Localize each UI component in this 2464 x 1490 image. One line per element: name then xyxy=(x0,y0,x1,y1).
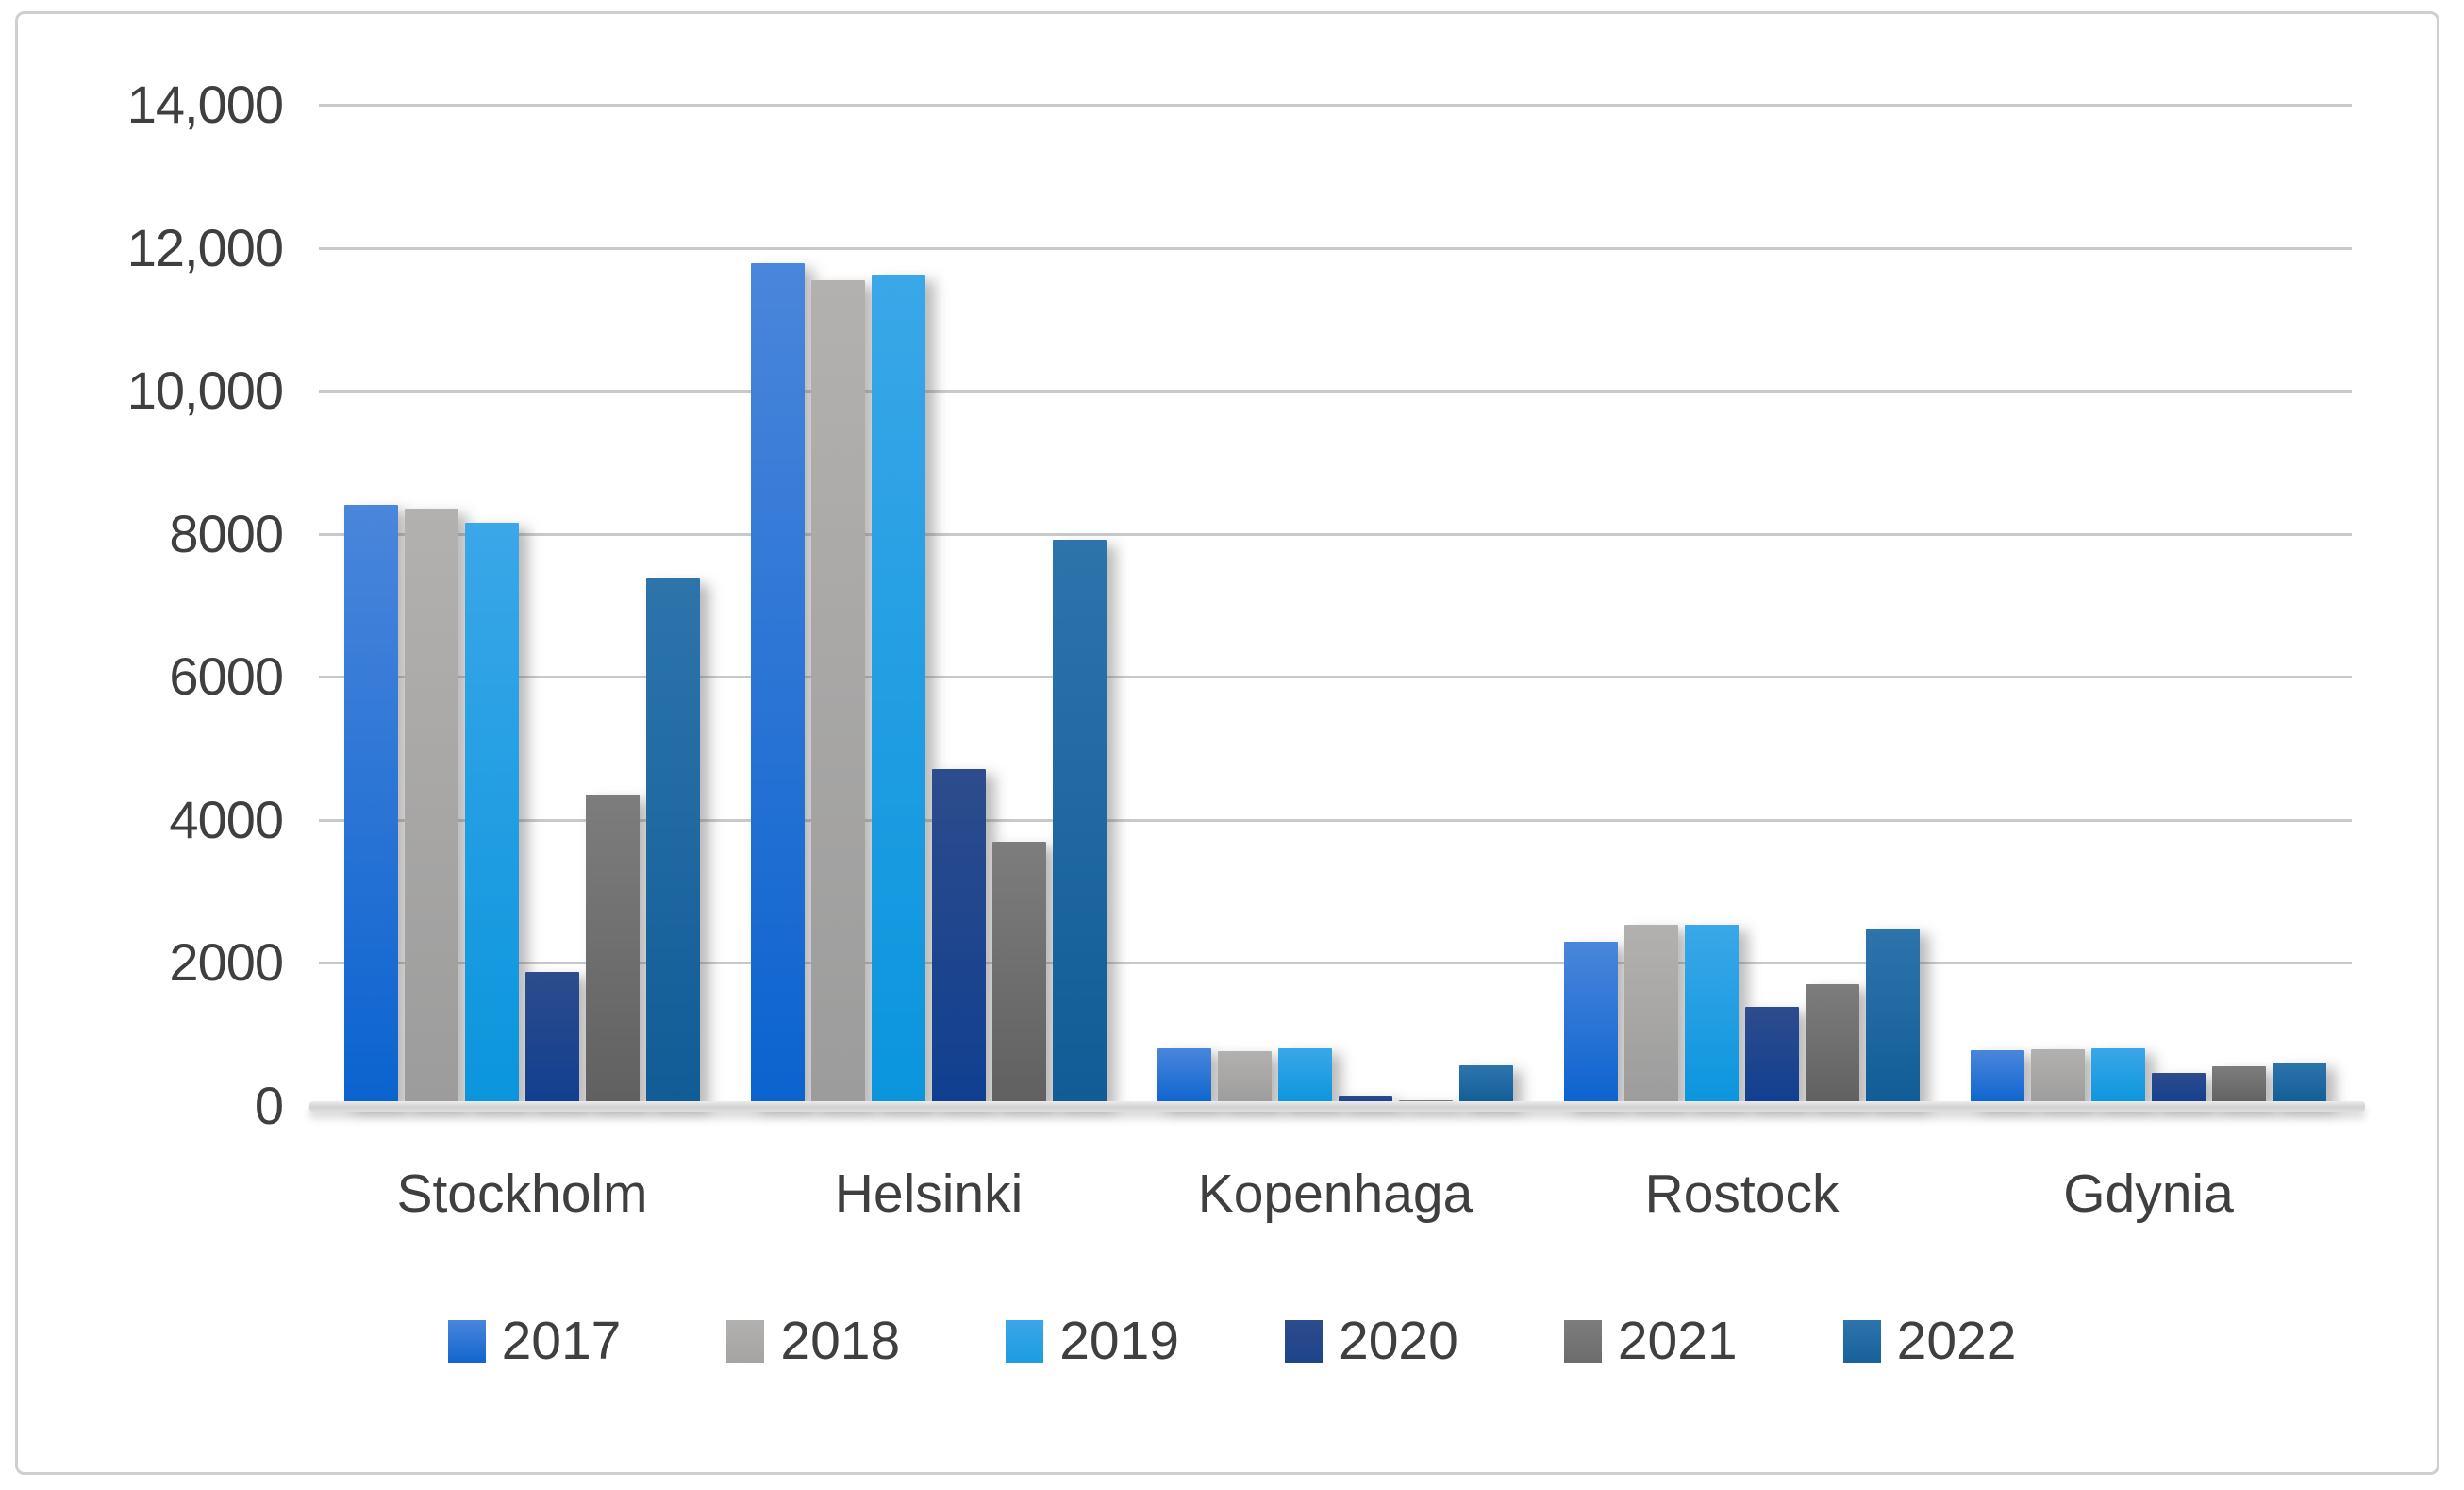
legend-entry-2020: 2020 xyxy=(1285,1308,1458,1374)
y-tick-label: 4000 xyxy=(169,789,284,849)
gridline-8000 xyxy=(319,532,2352,536)
bar-gdynia-2021 xyxy=(2212,1066,2266,1106)
y-tick-label: 0 xyxy=(254,1076,284,1135)
legend-label: 2017 xyxy=(501,1311,622,1371)
legend-entry-2017: 2017 xyxy=(447,1308,622,1374)
bar-rostock-2022 xyxy=(1866,929,1920,1106)
legend-label: 2021 xyxy=(1617,1311,1738,1371)
bar-stockholm-2022 xyxy=(646,578,700,1106)
y-tick-label: 6000 xyxy=(169,646,284,707)
bar-rostock-2020 xyxy=(1745,1007,1799,1106)
bar-group-stockholm xyxy=(319,105,725,1106)
bar-group-helsinki xyxy=(725,105,1132,1106)
legend-swatch-icon xyxy=(447,1319,486,1363)
bar-rostock-2017 xyxy=(1564,941,1618,1106)
category-label-kopenhaga: Kopenhaga xyxy=(1197,1164,1473,1224)
bar-group-kopenhaga xyxy=(1132,105,1539,1106)
bar-kopenhaga-2019 xyxy=(1278,1048,1332,1106)
category-label-stockholm: Stockholm xyxy=(396,1164,648,1224)
legend-label: 2018 xyxy=(780,1311,901,1371)
legend-swatch-icon xyxy=(1285,1319,1323,1363)
category-label-helsinki: Helsinki xyxy=(834,1164,1024,1224)
legend-swatch-icon xyxy=(1842,1319,1881,1363)
bar-helsinki-2019 xyxy=(872,275,925,1106)
legend-entry-2021: 2021 xyxy=(1563,1308,1738,1374)
bar-rostock-2019 xyxy=(1685,924,1739,1106)
gridline-2000 xyxy=(319,962,2352,965)
gridline-12000 xyxy=(319,246,2352,250)
plot-area xyxy=(309,104,2365,1112)
legend-label: 2022 xyxy=(1896,1311,2017,1371)
category-label-rostock: Rostock xyxy=(1644,1164,1840,1224)
bar-gdynia-2022 xyxy=(2273,1062,2326,1106)
bar-kopenhaga-2017 xyxy=(1157,1048,1211,1106)
gridline-6000 xyxy=(319,676,2352,679)
bar-group-rostock xyxy=(1539,105,1945,1106)
bar-gdynia-2020 xyxy=(2152,1073,2206,1106)
bar-helsinki-2022 xyxy=(1053,539,1107,1106)
bar-stockholm-2019 xyxy=(465,523,519,1106)
bar-gdynia-2018 xyxy=(2031,1049,2085,1106)
bar-kopenhaga-2022 xyxy=(1459,1064,1513,1106)
bar-helsinki-2017 xyxy=(751,262,805,1106)
bar-group-gdynia xyxy=(1945,105,2352,1106)
category-label-gdynia: Gdynia xyxy=(2063,1164,2234,1224)
bar-rostock-2018 xyxy=(1624,925,1678,1106)
y-tick-label: 10,000 xyxy=(126,360,284,421)
legend-entry-2022: 2022 xyxy=(1842,1308,2017,1374)
bar-helsinki-2018 xyxy=(811,279,865,1106)
bar-kopenhaga-2018 xyxy=(1218,1051,1272,1106)
bar-gdynia-2019 xyxy=(2091,1048,2145,1106)
y-tick-label: 12,000 xyxy=(126,217,284,277)
y-tick-label: 14,000 xyxy=(126,75,284,134)
legend-entry-2018: 2018 xyxy=(726,1308,900,1374)
bar-stockholm-2018 xyxy=(405,509,458,1106)
legend-label: 2019 xyxy=(1059,1311,1179,1371)
legend-swatch-icon xyxy=(726,1319,765,1363)
legend-swatch-icon xyxy=(1563,1319,1602,1363)
gridline-4000 xyxy=(319,818,2352,822)
legend-entry-2019: 2019 xyxy=(1006,1308,1179,1374)
y-tick-label: 2000 xyxy=(169,932,284,993)
bar-gdynia-2017 xyxy=(1971,1049,2024,1106)
bar-stockholm-2017 xyxy=(344,505,398,1106)
bar-helsinki-2020 xyxy=(932,769,986,1106)
legend-swatch-icon xyxy=(1006,1319,1044,1363)
x-axis-baseline xyxy=(309,1101,2365,1112)
legend: 2017 2018 2019 2020 2021 2022 xyxy=(0,1308,2464,1374)
bar-helsinki-2021 xyxy=(992,841,1046,1106)
bar-kopenhaga-2020 xyxy=(1339,1095,1392,1106)
gridline-10000 xyxy=(319,390,2352,393)
bar-stockholm-2021 xyxy=(586,794,640,1106)
gridline-14000 xyxy=(319,104,2352,107)
legend-label: 2020 xyxy=(1339,1311,1458,1371)
bar-stockholm-2020 xyxy=(525,972,579,1106)
y-tick-label: 8000 xyxy=(169,503,284,563)
category-axis-labels: Stockholm Helsinki Kopenhaga Rostock Gdynia xyxy=(319,1153,2352,1234)
bar-rostock-2021 xyxy=(1806,984,1859,1106)
